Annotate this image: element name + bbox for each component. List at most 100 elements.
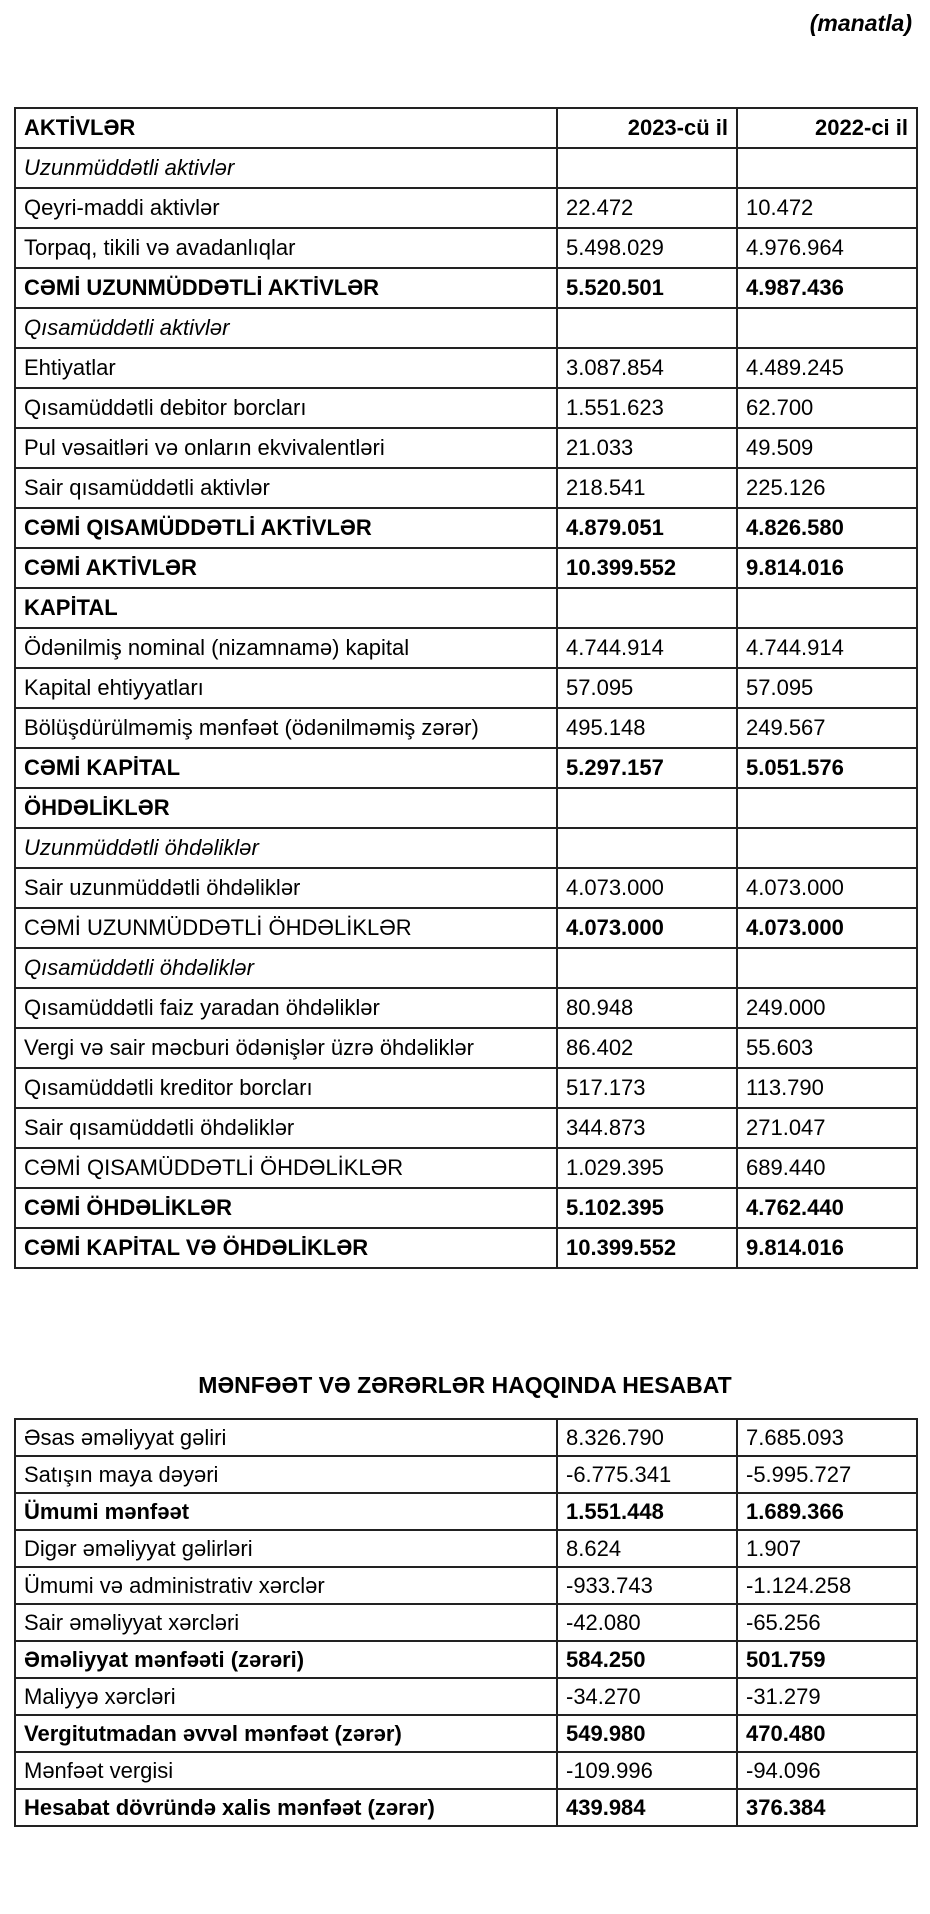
table-row: Ümumi və administrativ xərclər -933.743 -1… <box>14 1566 918 1605</box>
value-2023 <box>556 827 738 869</box>
value-2022: 10.472 <box>736 187 918 229</box>
value-2023: -42.080 <box>556 1603 738 1642</box>
value-2023: -109.996 <box>556 1751 738 1790</box>
row-label: Bölüşdürülməmiş mənfəət (ödənilməmiş zər… <box>14 707 558 749</box>
value-2022: 55.603 <box>736 1027 918 1069</box>
value-2022: 501.759 <box>736 1640 918 1679</box>
header-2023: 2023-cü il <box>556 107 738 149</box>
row-label: Sair qısamüddətli öhdəliklər <box>14 1107 558 1149</box>
table-row: Digər əməliyyat gəlirləri 8.624 1.907 <box>14 1529 918 1568</box>
row-label: Maliyyə xərcləri <box>14 1677 558 1716</box>
value-2023: 8.326.790 <box>556 1418 738 1457</box>
table-row: Bölüşdürülməmiş mənfəət (ödənilməmiş zər… <box>14 707 918 749</box>
row-label: Satışın maya dəyəri <box>14 1455 558 1494</box>
value-2022: 4.976.964 <box>736 227 918 269</box>
table-row: Sair uzunmüddətli öhdəliklər 4.073.000 4.0… <box>14 867 918 909</box>
value-2022: 9.814.016 <box>736 547 918 589</box>
row-label: Mənfəət vergisi <box>14 1751 558 1790</box>
value-2023: 5.520.501 <box>556 267 738 309</box>
value-2023: 344.873 <box>556 1107 738 1149</box>
table-row: CƏMİ QISAMÜDDƏTLİ ÖHDƏLİKLƏR 1.029.395 689… <box>14 1147 918 1189</box>
value-2023: 3.087.854 <box>556 347 738 389</box>
value-2023: -34.270 <box>556 1677 738 1716</box>
table-row: CƏMİ ÖHDƏLİKLƏR 5.102.395 4.762.440 <box>14 1187 918 1229</box>
table-row: Satışın maya dəyəri -6.775.341 -5.995.727 <box>14 1455 918 1494</box>
row-label: CƏMİ KAPİTAL VƏ ÖHDƏLİKLƏR <box>14 1227 558 1269</box>
table-row: Qısamüddətli kreditor borcları 517.173 113… <box>14 1067 918 1109</box>
value-2022: -94.096 <box>736 1751 918 1790</box>
table-row: Uzunmüddətli aktivlər <box>14 147 918 189</box>
row-label: Hesabat dövründə xalis mənfəət (zərər) <box>14 1788 558 1827</box>
row-label: Vergitutmadan əvvəl mənfəət (zərər) <box>14 1714 558 1753</box>
table-row: Ümumi mənfəət 1.551.448 1.689.366 <box>14 1492 918 1531</box>
table-row: CƏMİ AKTİVLƏR 10.399.552 9.814.016 <box>14 547 918 589</box>
value-2023: 1.029.395 <box>556 1147 738 1189</box>
income-statement-title: MƏNFƏƏT VƏ ZƏRƏRLƏR HAQQINDA HESABAT <box>198 1372 732 1398</box>
value-2022: 376.384 <box>736 1788 918 1827</box>
row-label: Ehtiyatlar <box>14 347 558 389</box>
table-row: Pul vəsaitləri və onların ekvivalentləri… <box>14 427 918 469</box>
value-2023: 517.173 <box>556 1067 738 1109</box>
row-label: CƏMİ QISAMÜDDƏTLİ ÖHDƏLİKLƏR <box>14 1147 558 1189</box>
value-2023: 86.402 <box>556 1027 738 1069</box>
value-2023 <box>556 787 738 829</box>
value-2022: 62.700 <box>736 387 918 429</box>
value-2023: 1.551.448 <box>556 1492 738 1531</box>
value-2023: 8.624 <box>556 1529 738 1568</box>
table-row: KAPİTAL <box>14 587 918 629</box>
value-2022: 470.480 <box>736 1714 918 1753</box>
value-2023: 4.879.051 <box>556 507 738 549</box>
value-2022 <box>736 147 918 189</box>
row-label: Qısamüddətli kreditor borcları <box>14 1067 558 1109</box>
value-2023: 10.399.552 <box>556 547 738 589</box>
table-row: Əsas əməliyyat gəliri 8.326.790 7.685.093 <box>14 1418 918 1457</box>
table-row: CƏMİ UZUNMÜDDƏTLİ AKTİVLƏR 5.520.501 4.987… <box>14 267 918 309</box>
row-label: Ümumi mənfəət <box>14 1492 558 1531</box>
value-2022: -31.279 <box>736 1677 918 1716</box>
value-2023: 4.073.000 <box>556 867 738 909</box>
row-label: Qısamüddətli debitor borcları <box>14 387 558 429</box>
row-label: ÖHDƏLİKLƏR <box>14 787 558 829</box>
value-2022: -1.124.258 <box>736 1566 918 1605</box>
value-2022: 1.689.366 <box>736 1492 918 1531</box>
value-2022: 7.685.093 <box>736 1418 918 1457</box>
value-2022: 4.762.440 <box>736 1187 918 1229</box>
row-label: Uzunmüddətli aktivlər <box>14 147 558 189</box>
value-2022: 249.000 <box>736 987 918 1029</box>
currency-unit-note: (manatla) <box>809 10 912 36</box>
row-label: Sair qısamüddətli aktivlər <box>14 467 558 509</box>
balance-sheet-table: AKTİVLƏR 2023-cü il 2022-ci il Uzunmüddə… <box>14 107 918 1269</box>
row-label: Qısamüddətli aktivlər <box>14 307 558 349</box>
row-label: CƏMİ KAPİTAL <box>14 747 558 789</box>
value-2022: 4.489.245 <box>736 347 918 389</box>
value-2023: 5.297.157 <box>556 747 738 789</box>
table-row: Qısamüddətli faiz yaradan öhdəliklər 80.9… <box>14 987 918 1029</box>
row-label: Əsas əməliyyat gəliri <box>14 1418 558 1457</box>
row-label: Qısamüddətli faiz yaradan öhdəliklər <box>14 987 558 1029</box>
table-row: Torpaq, tikili və avadanlıqlar 5.498.029 4… <box>14 227 918 269</box>
value-2023: 22.472 <box>556 187 738 229</box>
value-2022: 249.567 <box>736 707 918 749</box>
table-header-row: AKTİVLƏR 2023-cü il 2022-ci il <box>14 107 918 149</box>
row-label: Ödənilmiş nominal (nizamnamə) kapital <box>14 627 558 669</box>
value-2023: 5.498.029 <box>556 227 738 269</box>
table-row: ÖHDƏLİKLƏR <box>14 787 918 829</box>
table-row: Əməliyyat mənfəəti (zərəri) 584.250 501.75… <box>14 1640 918 1679</box>
value-2023: 1.551.623 <box>556 387 738 429</box>
row-label: Qeyri-maddi aktivlər <box>14 187 558 229</box>
value-2022: 271.047 <box>736 1107 918 1149</box>
value-2022: 113.790 <box>736 1067 918 1109</box>
value-2022 <box>736 947 918 989</box>
value-2022: 5.051.576 <box>736 747 918 789</box>
header-assets: AKTİVLƏR <box>14 107 558 149</box>
row-label: CƏMİ UZUNMÜDDƏTLİ ÖHDƏLİKLƏR <box>14 907 558 949</box>
income-statement-table: Əsas əməliyyat gəliri 8.326.790 7.685.093 S… <box>14 1418 918 1827</box>
table-row: Vergi və sair məcburi ödənişlər üzrə öhd… <box>14 1027 918 1069</box>
value-2022: 49.509 <box>736 427 918 469</box>
value-2022: 225.126 <box>736 467 918 509</box>
value-2023: -6.775.341 <box>556 1455 738 1494</box>
value-2022: 1.907 <box>736 1529 918 1568</box>
value-2022: 4.073.000 <box>736 867 918 909</box>
value-2023: 439.984 <box>556 1788 738 1827</box>
table-row: Vergitutmadan əvvəl mənfəət (zərər) 549.9… <box>14 1714 918 1753</box>
